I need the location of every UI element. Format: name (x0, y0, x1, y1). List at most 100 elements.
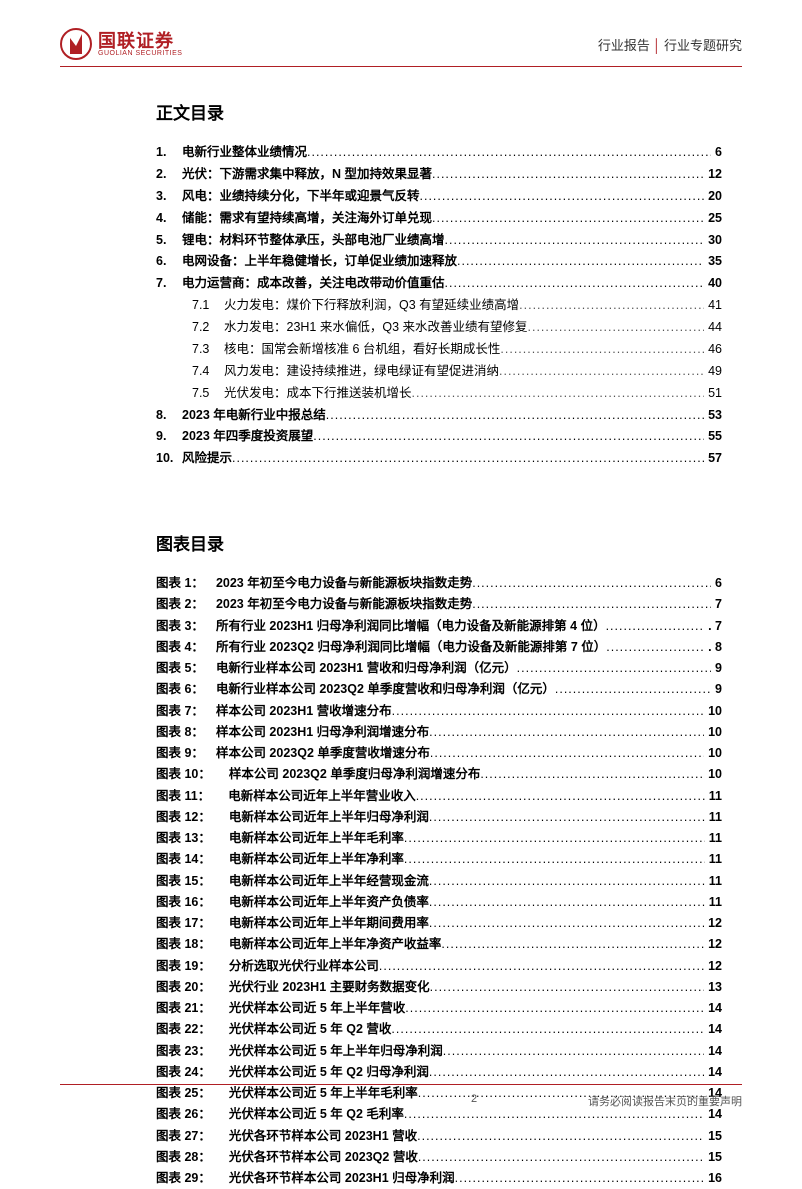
figure-row[interactable]: 图表 7：样本公司 2023H1 营收增速分布10 (156, 701, 722, 722)
figure-row[interactable]: 图表 14：电新样本公司近年上半年净利率11 (156, 849, 722, 870)
toc-row[interactable]: 2.光伏：下游需求集中释放，N 型加持效果显著12 (156, 164, 722, 186)
figure-dots (392, 701, 704, 722)
figure-page: 11 (705, 786, 722, 807)
figure-dots (606, 637, 704, 658)
figure-row[interactable]: 图表 4：所有行业 2023Q2 归母净利润同比增幅（电力设备及新能源排第 7 … (156, 637, 722, 658)
figure-page: 6 (711, 573, 722, 594)
figure-row[interactable]: 图表 12：电新样本公司近年上半年归母净利润11 (156, 807, 722, 828)
figure-page: 14 (704, 998, 722, 1019)
figure-page: 14 (704, 1041, 722, 1062)
figure-row[interactable]: 图表 6：电新行业样本公司 2023Q2 单季度营收和归母净利润（亿元）9 (156, 679, 722, 700)
figure-row[interactable]: 图表 28：光伏各环节样本公司 2023Q2 营收15 (156, 1147, 722, 1168)
figure-row[interactable]: 图表 18：电新样本公司近年上半年净资产收益率12 (156, 934, 722, 955)
toc-row[interactable]: 7.3核电：国常会新增核准 6 台机组，看好长期成长性46 (156, 339, 722, 361)
toc-page: 57 (704, 448, 722, 470)
toc-row[interactable]: 4.储能：需求有望持续高增，关注海外订单兑现25 (156, 208, 722, 230)
toc-dots (500, 339, 704, 361)
figure-page: . 8 (704, 637, 722, 658)
toc-page: 35 (704, 251, 722, 273)
toc-dots (432, 164, 704, 186)
figure-row[interactable]: 图表 27：光伏各环节样本公司 2023H1 营收15 (156, 1126, 722, 1147)
toc-row[interactable]: 7.5光伏发电：成本下行推送装机增长51 (156, 383, 722, 405)
toc-dots (528, 317, 705, 339)
figure-row[interactable]: 图表 29：光伏各环节样本公司 2023H1 归母净利润16 (156, 1168, 722, 1189)
figure-row[interactable]: 图表 8：样本公司 2023H1 归母净利润增速分布10 (156, 722, 722, 743)
figure-dots (418, 1147, 704, 1168)
figure-row[interactable]: 图表 19：分析选取光伏行业样本公司12 (156, 956, 722, 977)
figure-row[interactable]: 图表 17：电新样本公司近年上半年期间费用率12 (156, 913, 722, 934)
toc-label: 2023 年电新行业中报总结 (182, 405, 326, 427)
figure-row[interactable]: 图表 24：光伏样本公司近 5 年 Q2 归母净利润14 (156, 1062, 722, 1083)
toc-number: 10. (156, 448, 182, 470)
figure-dots (404, 828, 705, 849)
toc-row[interactable]: 7.2水力发电：23H1 来水偏低，Q3 来水改善业绩有望修复44 (156, 317, 722, 339)
figure-row[interactable]: 图表 1：2023 年初至今电力设备与新能源板块指数走势6 (156, 573, 722, 594)
figure-page: 10 (704, 764, 722, 785)
figure-key: 图表 3： (156, 616, 204, 637)
toc-row[interactable]: 8.2023 年电新行业中报总结53 (156, 405, 722, 427)
figure-dots (429, 807, 705, 828)
figure-key: 图表 15： (156, 871, 211, 892)
toc-dots (232, 448, 704, 470)
figure-row[interactable]: 图表 10：样本公司 2023Q2 单季度归母净利润增速分布10 (156, 764, 722, 785)
figure-label: 电新样本公司近年上半年经营现金流 (229, 871, 429, 892)
figure-key: 图表 10： (156, 764, 211, 785)
figure-page: . 7 (704, 616, 722, 637)
figure-key: 图表 28： (156, 1147, 211, 1168)
figure-page: 9 (711, 658, 722, 679)
figure-page: 10 (704, 701, 722, 722)
logo-text: 国联证券 GUOLIAN SECURITIES (98, 32, 182, 57)
toc-page: 12 (704, 164, 722, 186)
figure-page: 10 (704, 743, 722, 764)
toc-row[interactable]: 9.2023 年四季度投资展望55 (156, 426, 722, 448)
toc-row[interactable]: 1.电新行业整体业绩情况6 (156, 142, 722, 164)
figure-row[interactable]: 图表 11：电新样本公司近年上半年营业收入11 (156, 786, 722, 807)
figure-row[interactable]: 图表 5：电新行业样本公司 2023H1 营收和归母净利润（亿元）9 (156, 658, 722, 679)
toc-row[interactable]: 10.风险提示57 (156, 448, 722, 470)
logo-mark-icon (60, 28, 92, 60)
toc-row[interactable]: 7.电力运营商：成本改善，关注电改带动价值重估40 (156, 273, 722, 295)
figure-row[interactable]: 图表 15： 电新样本公司近年上半年经营现金流 11 (156, 871, 722, 892)
figure-label: 光伏各环节样本公司 2023H1 归母净利润 (229, 1168, 455, 1189)
toc-page: 30 (704, 230, 722, 252)
figure-label: 所有行业 2023Q2 归母净利润同比增幅（电力设备及新能源排第 7 位） (216, 637, 606, 658)
figure-dots (480, 764, 704, 785)
toc-row[interactable]: 5.锂电：材料环节整体承压，头部电池厂业绩高增30 (156, 230, 722, 252)
figure-label: 电新样本公司近年上半年资产负债率 (229, 892, 429, 913)
toc-number: 9. (156, 426, 182, 448)
toc-label: 水力发电：23H1 来水偏低，Q3 来水改善业绩有望修复 (224, 317, 528, 339)
toc-page: 51 (704, 383, 722, 405)
figure-key: 图表 12： (156, 807, 211, 828)
figure-row[interactable]: 图表 13：电新样本公司近年上半年毛利率11 (156, 828, 722, 849)
figure-label: 电新样本公司近年上半年期间费用率 (229, 913, 429, 934)
figure-dots (606, 616, 705, 637)
figure-row[interactable]: 图表 9：样本公司 2023Q2 单季度营收增速分布10 (156, 743, 722, 764)
figure-label: 所有行业 2023H1 归母净利润同比增幅（电力设备及新能源排第 4 位） (216, 616, 606, 637)
figure-label: 样本公司 2023H1 营收增速分布 (216, 701, 392, 722)
figure-row[interactable]: 图表 22：光伏样本公司近 5 年 Q2 营收14 (156, 1019, 722, 1040)
figure-row[interactable]: 图表 2：2023 年初至今电力设备与新能源板块指数走势7 (156, 594, 722, 615)
separator-icon: │ (653, 38, 661, 53)
toc-number: 7.4 (192, 361, 224, 383)
figure-row[interactable]: 图表 21：光伏样本公司近 5 年上半年营收14 (156, 998, 722, 1019)
toc-page: 20 (704, 186, 722, 208)
toc-number: 7.5 (192, 383, 224, 405)
toc-row[interactable]: 6.电网设备：上半年稳健增长，订单促业绩加速释放35 (156, 251, 722, 273)
toc-row[interactable]: 7.1火力发电：煤价下行释放利润，Q3 有望延续业绩高增41 (156, 295, 722, 317)
figure-row[interactable]: 图表 20：光伏行业 2023H1 主要财务数据变化13 (156, 977, 722, 998)
figure-row[interactable]: 图表 16：电新样本公司近年上半年资产负债率11 (156, 892, 722, 913)
figure-key: 图表 2： (156, 594, 204, 615)
figure-dots (517, 658, 711, 679)
figure-page: 11 (705, 871, 722, 892)
toc-dots (445, 273, 705, 295)
toc-row[interactable]: 3.风电：业绩持续分化，下半年或迎景气反转20 (156, 186, 722, 208)
header: 国联证券 GUOLIAN SECURITIES 行业报告│行业专题研究 (60, 28, 742, 60)
toc-row[interactable]: 7.4风力发电：建设持续推进，绿电绿证有望促进消纳49 (156, 361, 722, 383)
figure-dots (555, 679, 711, 700)
figure-dots (429, 871, 705, 892)
toc-page: 49 (704, 361, 722, 383)
footer-disclaimer: 请务必阅读报告末页的重要声明 (588, 1093, 742, 1109)
figure-row[interactable]: 图表 23：光伏样本公司近 5 年上半年归母净利润14 (156, 1041, 722, 1062)
figure-row[interactable]: 图表 3： 所有行业 2023H1 归母净利润同比增幅（电力设备及新能源排第 4 … (156, 616, 722, 637)
figure-page: 7 (711, 594, 722, 615)
